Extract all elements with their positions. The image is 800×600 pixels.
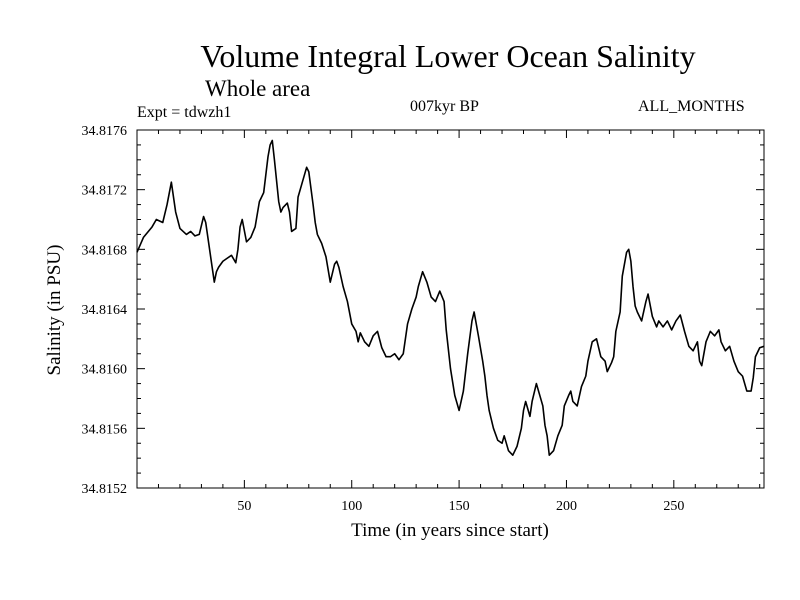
y-tick-label: 34.8176 [82,124,128,139]
x-tick-label: 200 [556,499,577,514]
plot-frame [136,129,765,489]
y-tick-label: 34.8156 [82,422,128,437]
y-tick-label: 34.8164 [82,303,128,318]
series-line-tdwzh1 [136,139,765,456]
chart-title: Volume Integral Lower Ocean Salinity [200,38,696,74]
tick-labels-layer: 50 100 150 200 250 34.8152 34.8156 34.8160 34.81… [82,124,685,514]
y-tick-label: 34.8168 [82,243,128,258]
series-layer [136,139,765,456]
x-tick-label: 100 [341,499,362,514]
x-axis-title: Time (in years since start) [351,520,549,541]
chart-subtitle: Whole area [205,76,311,101]
months-label: ALL_MONTHS [638,98,745,115]
experiment-label: Expt = tdwzh1 [137,104,232,121]
x-tick-label: 150 [449,499,470,514]
ticks-layer [137,129,764,489]
y-tick-label: 34.8152 [82,482,128,497]
x-tick-label: 250 [663,499,684,514]
x-tick-label: 50 [237,499,251,514]
period-label: 007kyr BP [410,98,479,115]
y-tick-label: 34.8160 [82,363,128,378]
y-axis-title: Salinity (in PSU) [44,245,65,376]
y-tick-label: 34.8172 [82,184,128,199]
